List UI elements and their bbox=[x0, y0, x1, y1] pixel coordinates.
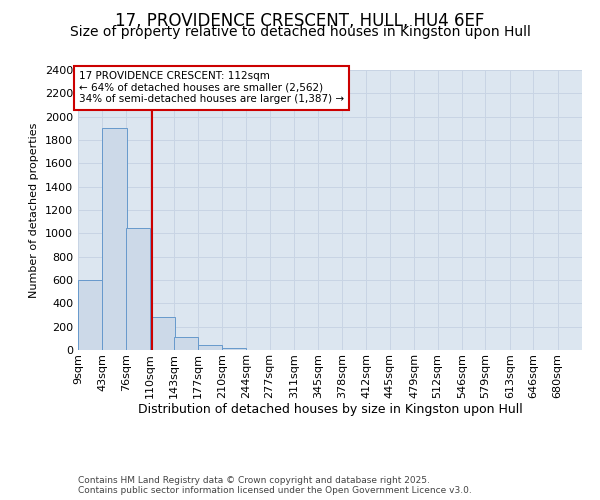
Bar bbox=[150, 318, 175, 350]
Text: Contains HM Land Registry data © Crown copyright and database right 2025.
Contai: Contains HM Land Registry data © Crown c… bbox=[78, 476, 472, 495]
X-axis label: Distribution of detached houses by size in Kingston upon Hull: Distribution of detached houses by size … bbox=[137, 404, 523, 416]
Bar bbox=[103, 128, 127, 350]
Y-axis label: Number of detached properties: Number of detached properties bbox=[29, 122, 40, 298]
Text: 17, PROVIDENCE CRESCENT, HULL, HU4 6EF: 17, PROVIDENCE CRESCENT, HULL, HU4 6EF bbox=[115, 12, 485, 30]
Bar bbox=[221, 348, 246, 350]
Bar bbox=[78, 280, 103, 350]
Text: Size of property relative to detached houses in Kingston upon Hull: Size of property relative to detached ho… bbox=[70, 25, 530, 39]
Bar bbox=[126, 228, 150, 350]
Bar bbox=[174, 336, 198, 350]
Bar bbox=[198, 345, 223, 350]
Text: 17 PROVIDENCE CRESCENT: 112sqm
← 64% of detached houses are smaller (2,562)
34% : 17 PROVIDENCE CRESCENT: 112sqm ← 64% of … bbox=[79, 71, 344, 104]
